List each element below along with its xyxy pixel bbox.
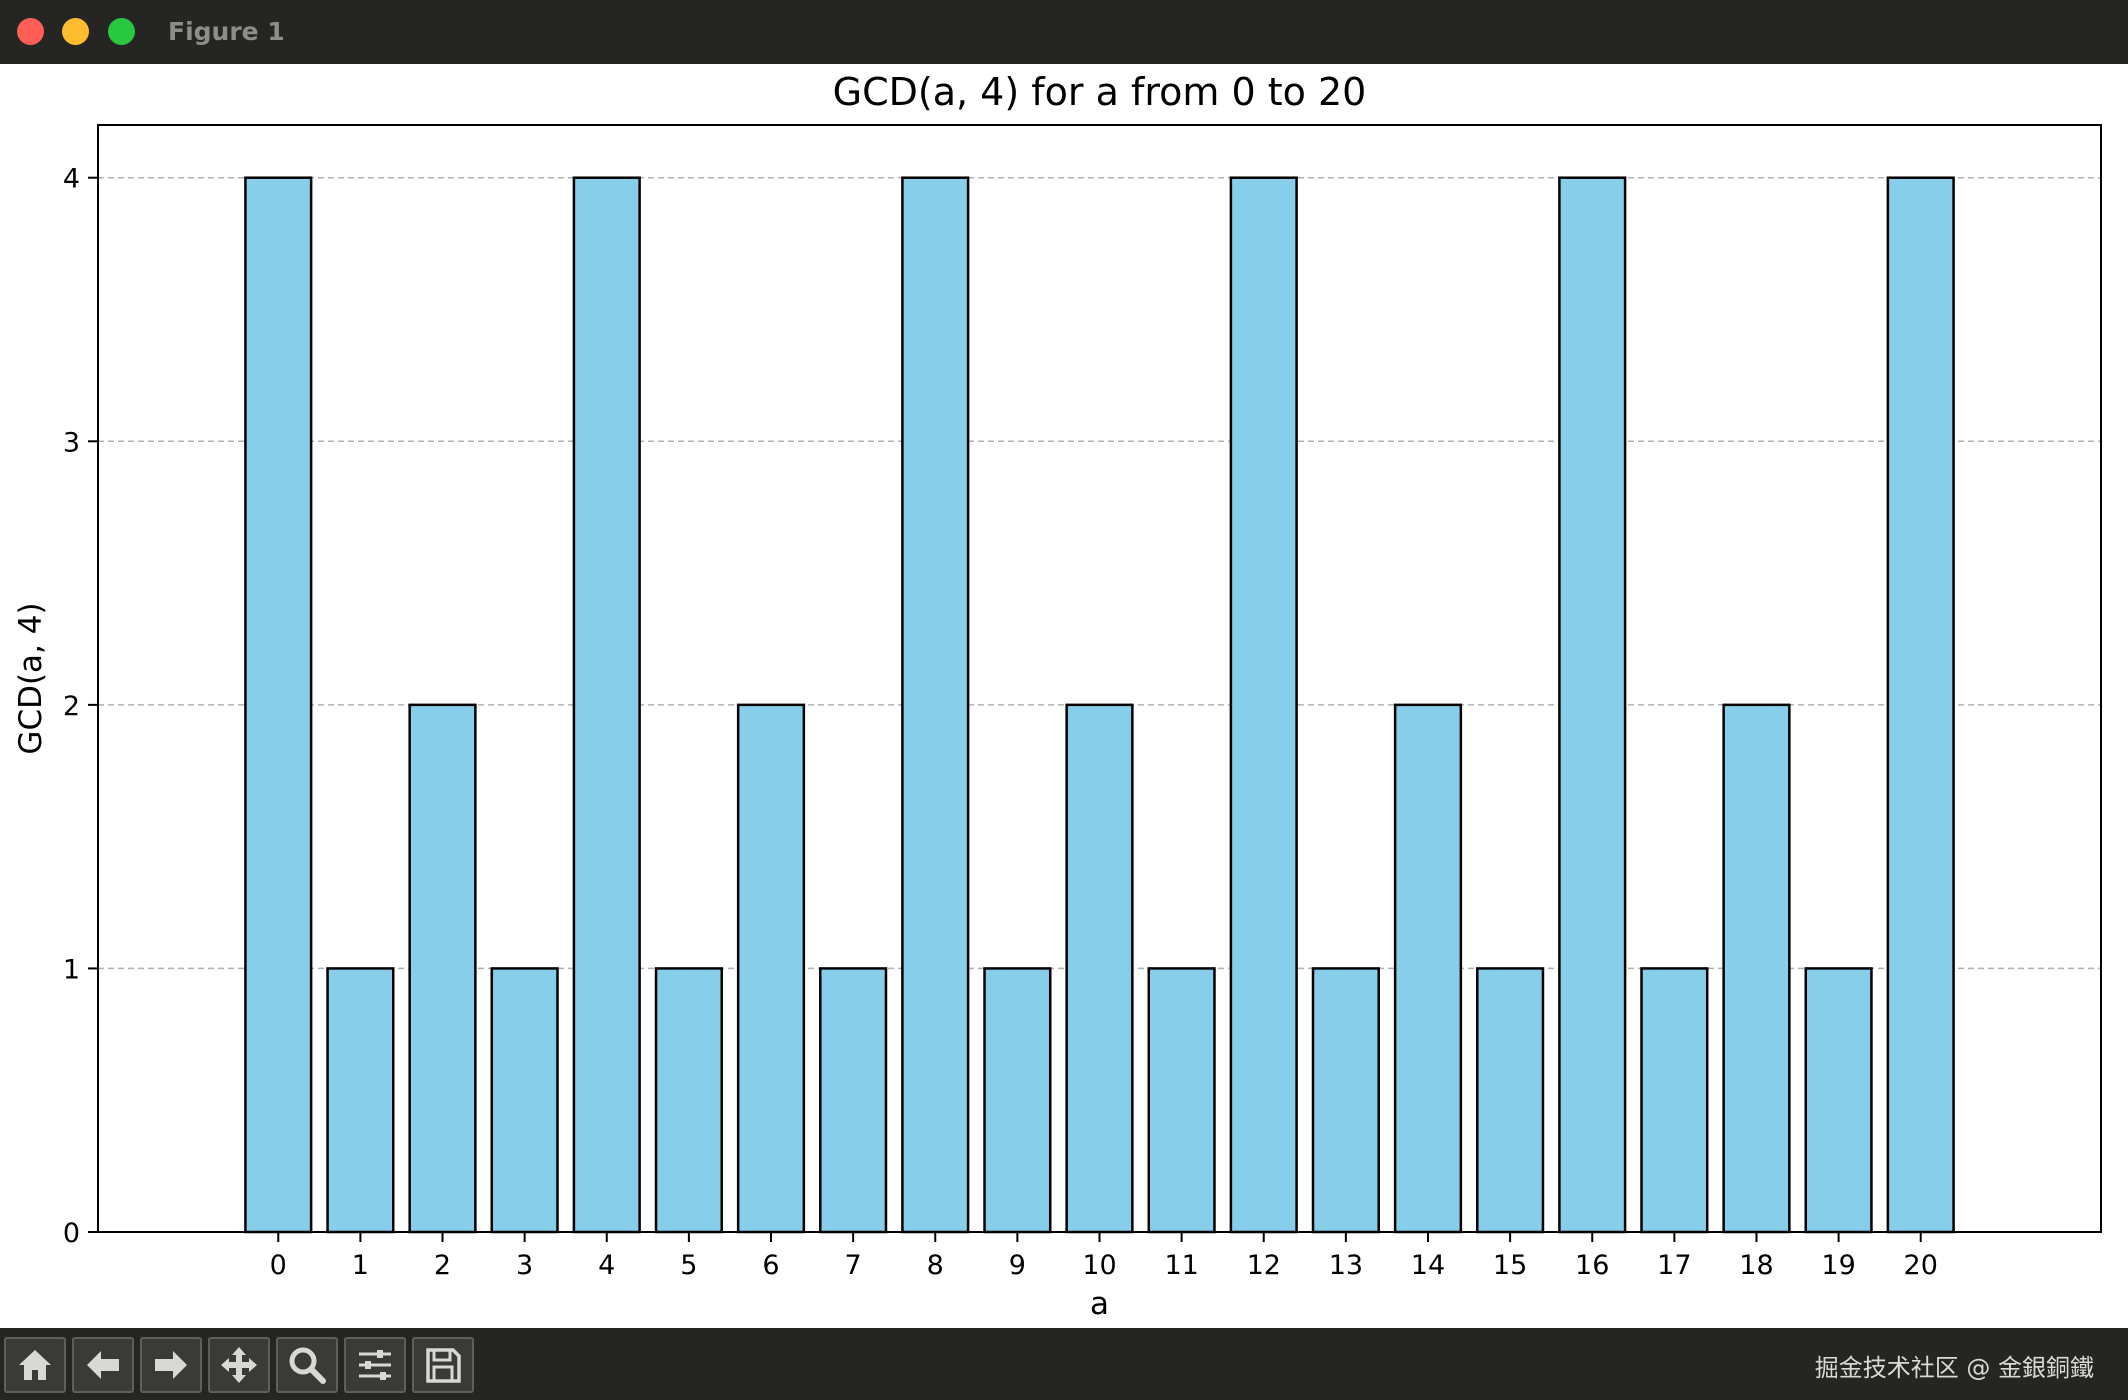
x-tick-label: 12 <box>1247 1250 1281 1281</box>
bar <box>1065 703 1134 1234</box>
save-icon <box>426 1348 461 1383</box>
bar <box>654 967 723 1234</box>
x-ticks: 0 1 2 3 4 5 6 7 8 9 10 11 12 13 14 15 16 17 18 19 20 <box>270 1232 1938 1281</box>
close-button[interactable] <box>17 18 44 45</box>
y-tick-label: 0 <box>63 1218 80 1249</box>
y-ticks: 0 1 2 3 4 <box>63 164 98 1249</box>
pan-icon <box>221 1347 257 1383</box>
home-button[interactable] <box>4 1337 66 1393</box>
bar <box>1558 176 1627 1234</box>
y-tick-label: 1 <box>63 954 80 985</box>
x-tick-label: 13 <box>1329 1250 1363 1281</box>
title-bar: Figure 1 <box>0 0 2128 65</box>
x-tick-label: 1 <box>352 1250 369 1281</box>
minimize-button[interactable] <box>62 18 89 45</box>
bar <box>244 176 313 1234</box>
bar <box>490 967 559 1234</box>
bar <box>1476 967 1545 1234</box>
back-arrow-icon <box>87 1351 119 1379</box>
x-tick-label: 18 <box>1739 1250 1773 1281</box>
bar <box>1640 967 1709 1234</box>
navigation-toolbar: 掘金技术社区 @ 金銀銅鐵 <box>0 1328 2128 1400</box>
bar <box>408 703 477 1234</box>
x-tick-label: 16 <box>1575 1250 1609 1281</box>
zoom-button[interactable] <box>276 1337 338 1393</box>
bar <box>1886 176 1955 1234</box>
bar <box>819 967 888 1234</box>
back-button[interactable] <box>72 1337 134 1393</box>
x-tick-label: 11 <box>1164 1250 1198 1281</box>
bar <box>326 967 395 1234</box>
x-tick-label: 7 <box>845 1250 862 1281</box>
x-tick-label: 20 <box>1904 1250 1938 1281</box>
home-icon <box>19 1350 51 1380</box>
x-axis-label: a <box>1090 1286 1109 1322</box>
zoom-icon <box>289 1347 326 1384</box>
x-tick-label: 10 <box>1082 1250 1116 1281</box>
x-tick-label: 6 <box>762 1250 779 1281</box>
bar <box>983 967 1052 1234</box>
bar <box>901 176 970 1234</box>
y-tick-label: 2 <box>63 691 80 722</box>
bar <box>1804 967 1873 1234</box>
x-tick-label: 14 <box>1411 1250 1445 1281</box>
y-tick-label: 3 <box>63 427 80 458</box>
maximize-button[interactable] <box>108 18 135 45</box>
x-tick-label: 9 <box>1009 1250 1026 1281</box>
x-tick-label: 15 <box>1493 1250 1527 1281</box>
x-tick-label: 3 <box>516 1250 533 1281</box>
forward-button[interactable] <box>140 1337 202 1393</box>
watermark-text: 掘金技术社区 @ 金銀銅鐵 <box>1814 1354 2094 1382</box>
bar <box>1722 703 1791 1234</box>
bar <box>1311 967 1380 1234</box>
configure-subplots-button[interactable] <box>344 1337 406 1393</box>
configure-subplots-icon <box>359 1350 391 1380</box>
x-tick-label: 8 <box>927 1250 944 1281</box>
y-axis-label: GCD(a, 4) <box>13 602 49 754</box>
forward-arrow-icon <box>155 1351 187 1379</box>
pan-button[interactable] <box>208 1337 270 1393</box>
bars <box>244 176 1955 1234</box>
x-tick-label: 4 <box>598 1250 615 1281</box>
x-tick-label: 0 <box>270 1250 287 1281</box>
y-tick-label: 4 <box>63 164 80 195</box>
bar <box>1147 967 1216 1234</box>
x-tick-label: 2 <box>434 1250 451 1281</box>
bar <box>1229 176 1298 1234</box>
bar <box>572 176 641 1234</box>
save-button[interactable] <box>412 1337 474 1393</box>
x-tick-label: 5 <box>680 1250 697 1281</box>
bar <box>1393 703 1463 1234</box>
x-tick-label: 19 <box>1821 1250 1855 1281</box>
x-tick-label: 17 <box>1657 1250 1691 1281</box>
chart-title: GCD(a, 4) for a from 0 to 20 <box>833 70 1367 114</box>
bar <box>736 703 806 1234</box>
window-title: Figure 1 <box>168 17 285 46</box>
